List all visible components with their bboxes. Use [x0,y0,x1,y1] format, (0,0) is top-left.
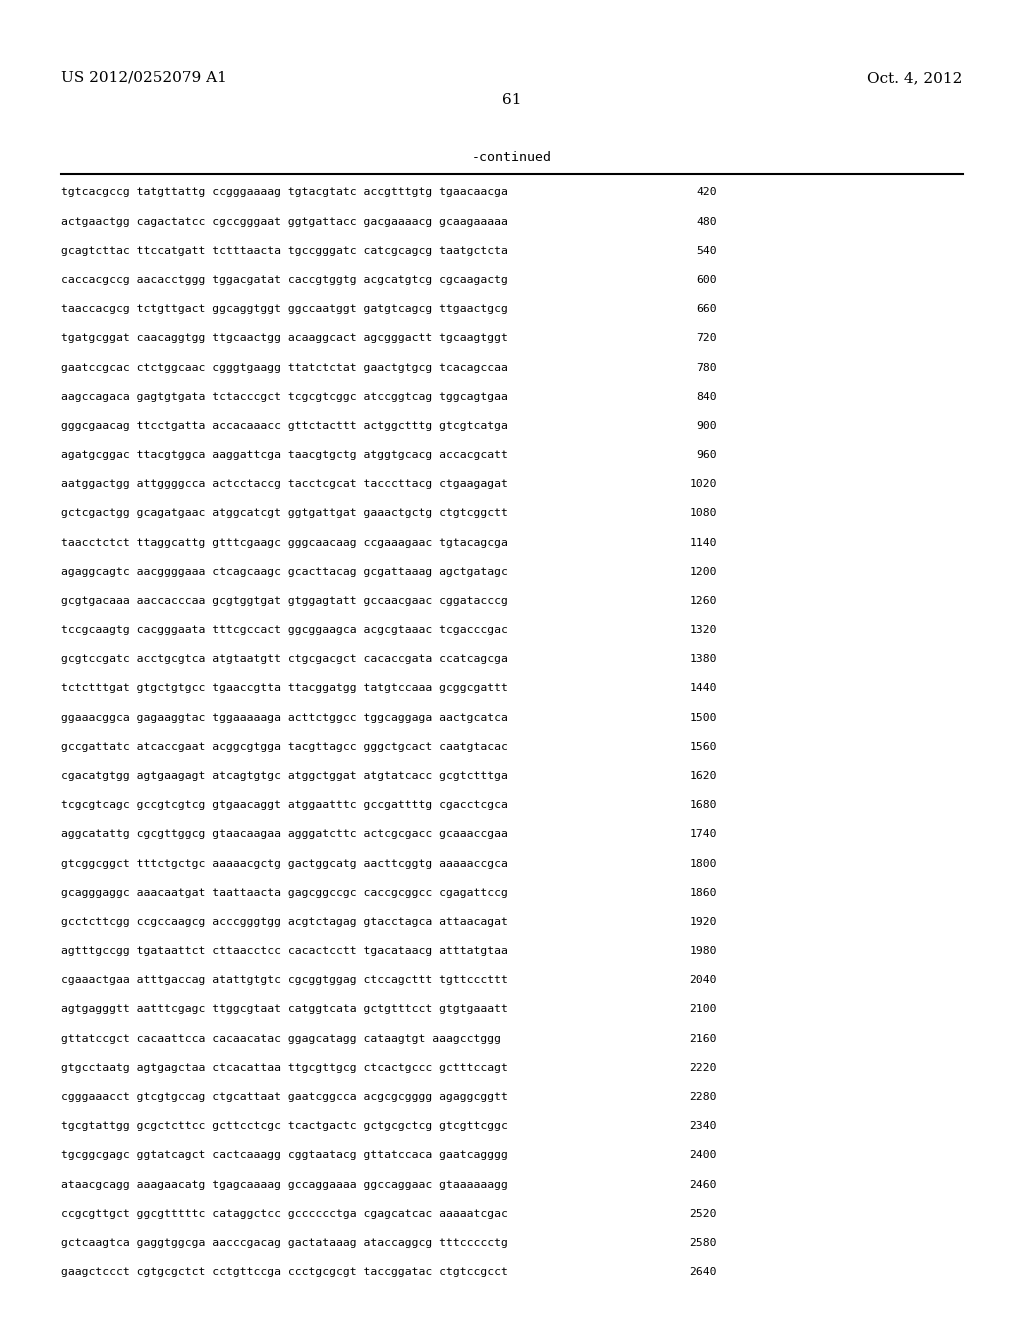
Text: agaggcagtc aacggggaaa ctcagcaagc gcacttacag gcgattaaag agctgatagc: agaggcagtc aacggggaaa ctcagcaagc gcactta… [61,566,508,577]
Text: aagccagaca gagtgtgata tctacccgct tcgcgtcggc atccggtcag tggcagtgaa: aagccagaca gagtgtgata tctacccgct tcgcgtc… [61,392,508,401]
Text: 1320: 1320 [689,626,717,635]
Text: 660: 660 [696,304,717,314]
Text: gcagggaggc aaacaatgat taattaacta gagcggccgc caccgcggcc cgagattccg: gcagggaggc aaacaatgat taattaacta gagcggc… [61,888,508,898]
Text: 1560: 1560 [689,742,717,752]
Text: -continued: -continued [472,150,552,164]
Text: 720: 720 [696,334,717,343]
Text: gaagctccct cgtgcgctct cctgttccga ccctgcgcgt taccggatac ctgtccgcct: gaagctccct cgtgcgctct cctgttccga ccctgcg… [61,1267,508,1276]
Text: agtttgccgg tgataattct cttaacctcc cacactcctt tgacataacg atttatgtaa: agtttgccgg tgataattct cttaacctcc cacactc… [61,946,508,956]
Text: tgcgtattgg gcgctcttcc gcttcctcgc tcactgactc gctgcgctcg gtcgttcggc: tgcgtattgg gcgctcttcc gcttcctcgc tcactga… [61,1121,508,1131]
Text: 540: 540 [696,246,717,256]
Text: gttatccgct cacaattcca cacaacatac ggagcatagg cataagtgt aaagcctggg: gttatccgct cacaattcca cacaacatac ggagcat… [61,1034,502,1044]
Text: tgtcacgccg tatgttattg ccgggaaaag tgtacgtatc accgtttgtg tgaacaacga: tgtcacgccg tatgttattg ccgggaaaag tgtacgt… [61,187,508,198]
Text: 2340: 2340 [689,1121,717,1131]
Text: 1260: 1260 [689,595,717,606]
Text: gctcgactgg gcagatgaac atggcatcgt ggtgattgat gaaactgctg ctgtcggctt: gctcgactgg gcagatgaac atggcatcgt ggtgatt… [61,508,508,519]
Text: 1440: 1440 [689,684,717,693]
Text: 1080: 1080 [689,508,717,519]
Text: 2040: 2040 [689,975,717,985]
Text: 2520: 2520 [689,1209,717,1218]
Text: 780: 780 [696,363,717,372]
Text: actgaactgg cagactatcc cgccgggaat ggtgattacc gacgaaaacg gcaagaaaaa: actgaactgg cagactatcc cgccgggaat ggtgatt… [61,216,508,227]
Text: cgggaaacct gtcgtgccag ctgcattaat gaatcggcca acgcgcgggg agaggcggtt: cgggaaacct gtcgtgccag ctgcattaat gaatcgg… [61,1092,508,1102]
Text: 1620: 1620 [689,771,717,781]
Text: agtgagggtt aatttcgagc ttggcgtaat catggtcata gctgtttcct gtgtgaaatt: agtgagggtt aatttcgagc ttggcgtaat catggtc… [61,1005,508,1015]
Text: 1740: 1740 [689,829,717,840]
Text: taacctctct ttaggcattg gtttcgaagc gggcaacaag ccgaaagaac tgtacagcga: taacctctct ttaggcattg gtttcgaagc gggcaac… [61,537,508,548]
Text: 2220: 2220 [689,1063,717,1073]
Text: taaccacgcg tctgttgact ggcaggtggt ggccaatggt gatgtcagcg ttgaactgcg: taaccacgcg tctgttgact ggcaggtggt ggccaat… [61,304,508,314]
Text: aatggactgg attggggcca actcctaccg tacctcgcat tacccttacg ctgaagagat: aatggactgg attggggcca actcctaccg tacctcg… [61,479,508,490]
Text: ggaaacggca gagaaggtac tggaaaaaga acttctggcc tggcaggaga aactgcatca: ggaaacggca gagaaggtac tggaaaaaga acttctg… [61,713,508,722]
Text: 1680: 1680 [689,800,717,810]
Text: 1920: 1920 [689,917,717,927]
Text: 2100: 2100 [689,1005,717,1015]
Text: gcgtccgatc acctgcgtca atgtaatgtt ctgcgacgct cacaccgata ccatcagcga: gcgtccgatc acctgcgtca atgtaatgtt ctgcgac… [61,655,508,664]
Text: 1500: 1500 [689,713,717,722]
Text: 1860: 1860 [689,888,717,898]
Text: 2640: 2640 [689,1267,717,1276]
Text: 2160: 2160 [689,1034,717,1044]
Text: gtcggcggct tttctgctgc aaaaacgctg gactggcatg aacttcggtg aaaaaccgca: gtcggcggct tttctgctgc aaaaacgctg gactggc… [61,858,508,869]
Text: gggcgaacag ttcctgatta accacaaacc gttctacttt actggctttg gtcgtcatga: gggcgaacag ttcctgatta accacaaacc gttctac… [61,421,508,430]
Text: gcagtcttac ttccatgatt tctttaacta tgccgggatc catcgcagcg taatgctcta: gcagtcttac ttccatgatt tctttaacta tgccggg… [61,246,508,256]
Text: US 2012/0252079 A1: US 2012/0252079 A1 [61,71,227,84]
Text: Oct. 4, 2012: Oct. 4, 2012 [867,71,963,84]
Text: 420: 420 [696,187,717,198]
Text: gaatccgcac ctctggcaac cgggtgaagg ttatctctat gaactgtgcg tcacagccaa: gaatccgcac ctctggcaac cgggtgaagg ttatctc… [61,363,508,372]
Text: gtgcctaatg agtgagctaa ctcacattaa ttgcgttgcg ctcactgccc gctttccagt: gtgcctaatg agtgagctaa ctcacattaa ttgcgtt… [61,1063,508,1073]
Text: 480: 480 [696,216,717,227]
Text: caccacgccg aacacctggg tggacgatat caccgtggtg acgcatgtcg cgcaagactg: caccacgccg aacacctggg tggacgatat caccgtg… [61,275,508,285]
Text: 61: 61 [502,94,522,107]
Text: 2400: 2400 [689,1150,717,1160]
Text: tcgcgtcagc gccgtcgtcg gtgaacaggt atggaatttc gccgattttg cgacctcgca: tcgcgtcagc gccgtcgtcg gtgaacaggt atggaat… [61,800,508,810]
Text: tccgcaagtg cacgggaata tttcgccact ggcggaagca acgcgtaaac tcgacccgac: tccgcaagtg cacgggaata tttcgccact ggcggaa… [61,626,508,635]
Text: 900: 900 [696,421,717,430]
Text: 2460: 2460 [689,1180,717,1189]
Text: tctctttgat gtgctgtgcc tgaaccgtta ttacggatgg tatgtccaaa gcggcgattt: tctctttgat gtgctgtgcc tgaaccgtta ttacgga… [61,684,508,693]
Text: 1140: 1140 [689,537,717,548]
Text: 1800: 1800 [689,858,717,869]
Text: 2580: 2580 [689,1238,717,1247]
Text: ccgcgttgct ggcgtttttc cataggctcc gcccccctga cgagcatcac aaaaatcgac: ccgcgttgct ggcgtttttc cataggctcc gcccccc… [61,1209,508,1218]
Text: gcgtgacaaa aaccacccaa gcgtggtgat gtggagtatt gccaacgaac cggatacccg: gcgtgacaaa aaccacccaa gcgtggtgat gtggagt… [61,595,508,606]
Text: tgatgcggat caacaggtgg ttgcaactgg acaaggcact agcgggactt tgcaagtggt: tgatgcggat caacaggtgg ttgcaactgg acaaggc… [61,334,508,343]
Text: 960: 960 [696,450,717,461]
Text: tgcggcgagc ggtatcagct cactcaaagg cggtaatacg gttatccaca gaatcagggg: tgcggcgagc ggtatcagct cactcaaagg cggtaat… [61,1150,508,1160]
Text: gccgattatc atcaccgaat acggcgtgga tacgttagcc gggctgcact caatgtacac: gccgattatc atcaccgaat acggcgtgga tacgtta… [61,742,508,752]
Text: 1200: 1200 [689,566,717,577]
Text: 1980: 1980 [689,946,717,956]
Text: 1380: 1380 [689,655,717,664]
Text: agatgcggac ttacgtggca aaggattcga taacgtgctg atggtgcacg accacgcatt: agatgcggac ttacgtggca aaggattcga taacgtg… [61,450,508,461]
Text: gctcaagtca gaggtggcga aacccgacag gactataaag ataccaggcg tttccccctg: gctcaagtca gaggtggcga aacccgacag gactata… [61,1238,508,1247]
Text: 1020: 1020 [689,479,717,490]
Text: 2280: 2280 [689,1092,717,1102]
Text: ataacgcagg aaagaacatg tgagcaaaag gccaggaaaa ggccaggaac gtaaaaaagg: ataacgcagg aaagaacatg tgagcaaaag gccagga… [61,1180,508,1189]
Text: cgaaactgaa atttgaccag atattgtgtc cgcggtggag ctccagcttt tgttcccttt: cgaaactgaa atttgaccag atattgtgtc cgcggtg… [61,975,508,985]
Text: aggcatattg cgcgttggcg gtaacaagaa agggatcttc actcgcgacc gcaaaccgaa: aggcatattg cgcgttggcg gtaacaagaa agggatc… [61,829,508,840]
Text: 600: 600 [696,275,717,285]
Text: gcctcttcgg ccgccaagcg acccgggtgg acgtctagag gtacctagca attaacagat: gcctcttcgg ccgccaagcg acccgggtgg acgtcta… [61,917,508,927]
Text: cgacatgtgg agtgaagagt atcagtgtgc atggctggat atgtatcacc gcgtctttga: cgacatgtgg agtgaagagt atcagtgtgc atggctg… [61,771,508,781]
Text: 840: 840 [696,392,717,401]
